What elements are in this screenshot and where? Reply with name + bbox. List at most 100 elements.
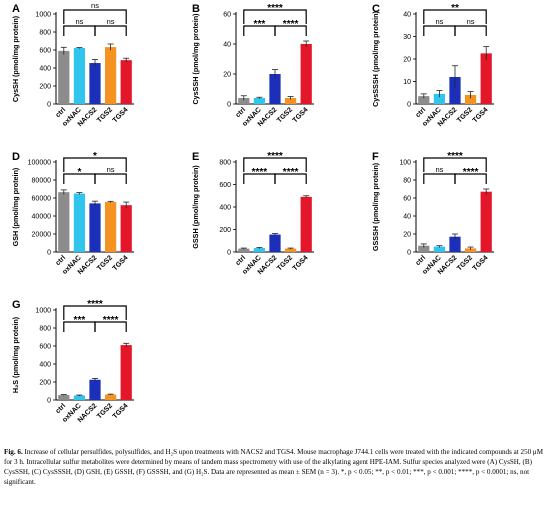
bar-TGS2 (284, 98, 297, 104)
significance-label: ns (91, 2, 99, 10)
panel-letter: F (372, 151, 379, 163)
y-tick-label: 800 (39, 326, 51, 333)
panel-letter: B (192, 3, 200, 15)
y-tick-label: 10 (403, 79, 411, 86)
significance-bracket (63, 305, 127, 320)
x-tick-label: ctrl (235, 106, 248, 119)
y-tick-label: 1000 (35, 308, 51, 315)
bar-TGS4 (120, 345, 132, 400)
bar-TGS2 (284, 248, 297, 252)
significance-label: **** (283, 167, 299, 178)
y-tick-label: 60 (223, 12, 231, 19)
bar-TGS2 (464, 248, 477, 252)
y-tick-label: 600 (39, 344, 51, 351)
significance-label: **** (267, 151, 283, 162)
bar-oxNAC (433, 246, 446, 252)
significance-label: **** (87, 299, 103, 310)
panel-letter: G (12, 299, 21, 311)
bar-NACS2 (269, 234, 281, 252)
x-tick-label: TGS4 (112, 106, 130, 124)
y-tick-label: 20 (403, 57, 411, 64)
significance-label: ns (107, 17, 115, 26)
figure-caption: Fig. 6. Increase of cellular persulfides… (4, 447, 550, 487)
significance-bracket (94, 321, 127, 332)
y-tick-label: 40 (223, 42, 231, 49)
bar-NACS2 (89, 203, 101, 252)
significance-bracket (274, 25, 307, 36)
significance-bracket (243, 9, 307, 24)
y-tick-label: 80 (403, 178, 411, 185)
bar-TGS4 (120, 205, 132, 252)
x-tick-label: TGS4 (292, 106, 310, 124)
y-tick-label: 40 (403, 214, 411, 221)
significance-bracket (274, 173, 307, 184)
bar-oxNAC (433, 93, 446, 104)
y-tick-label: 1000 (35, 12, 51, 19)
x-tick-label: TGS2 (276, 106, 294, 124)
y-tick-label: 0 (227, 102, 231, 109)
significance-bracket (454, 173, 487, 184)
x-tick-label: TGS2 (456, 254, 474, 272)
panel-g: G H₂S (pmol/mg protein) 0 200 400 600 800 1000 c… (11, 299, 134, 424)
bar-NACS2 (89, 63, 101, 104)
x-tick-label: TGS2 (96, 254, 114, 272)
significance-label: *** (74, 315, 86, 326)
bar-oxNAC (253, 248, 266, 252)
y-tick-label: 0 (47, 250, 51, 257)
bar-TGS2 (104, 47, 117, 104)
x-tick-label: ctrl (55, 254, 68, 267)
x-tick-label: TGS4 (472, 254, 490, 272)
significance-bracket (63, 157, 127, 172)
y-tick-label: 400 (39, 66, 51, 73)
bar-ctrl (58, 50, 70, 104)
bar-NACS2 (449, 77, 461, 104)
y-tick-label: 0 (407, 250, 411, 257)
y-tick-label: 40000 (32, 214, 52, 221)
y-tick-label: 400 (39, 362, 51, 369)
y-tick-label: 40 (403, 12, 411, 19)
x-tick-label: ctrl (415, 254, 428, 267)
y-tick-label: 80000 (32, 178, 52, 185)
bar-TGS4 (120, 60, 132, 104)
y-axis-label: H₂S (pmol/mg protein) (11, 316, 20, 393)
y-tick-label: 60000 (32, 196, 52, 203)
significance-bracket (63, 9, 127, 24)
significance-bracket (94, 25, 127, 36)
x-tick-label: ctrl (415, 106, 428, 119)
bar-ctrl (238, 98, 250, 104)
panel-letter: A (12, 3, 20, 15)
y-tick-label: 60 (403, 196, 411, 203)
significance-bracket (423, 9, 487, 24)
significance-bracket (423, 173, 456, 184)
y-tick-label: 20 (403, 232, 411, 239)
significance-bracket (94, 173, 127, 184)
significance-label: ns (75, 17, 83, 26)
panel-letter: C (372, 3, 380, 15)
x-tick-label: TGS2 (276, 254, 294, 272)
significance-bracket (423, 157, 487, 172)
caption-text: Increase of cellular persulfides, polysu… (4, 448, 544, 486)
figure-label: Fig. 6. (4, 448, 23, 456)
y-tick-label: 400 (219, 205, 231, 212)
x-tick-label: ctrl (235, 254, 248, 267)
x-tick-label: TGS2 (96, 402, 114, 420)
panel-letter: D (12, 151, 20, 163)
significance-label: **** (463, 167, 479, 178)
x-tick-label: TGS2 (96, 106, 114, 124)
bar-NACS2 (89, 379, 101, 400)
significance-label: **** (103, 315, 119, 326)
y-tick-label: 0 (47, 398, 51, 405)
bar-TGS4 (480, 191, 492, 252)
bar-TGS2 (464, 95, 477, 104)
x-tick-label: TGS4 (112, 402, 130, 420)
y-tick-label: 600 (219, 182, 231, 189)
significance-label: ns (435, 17, 443, 26)
y-tick-label: 200 (219, 227, 231, 234)
bar-TGS4 (480, 53, 492, 104)
y-tick-label: 200 (39, 84, 51, 91)
y-tick-label: 30 (403, 34, 411, 41)
y-axis-label: GSSH (pmol/mg protein) (191, 165, 200, 249)
y-tick-label: 100 (399, 160, 411, 167)
